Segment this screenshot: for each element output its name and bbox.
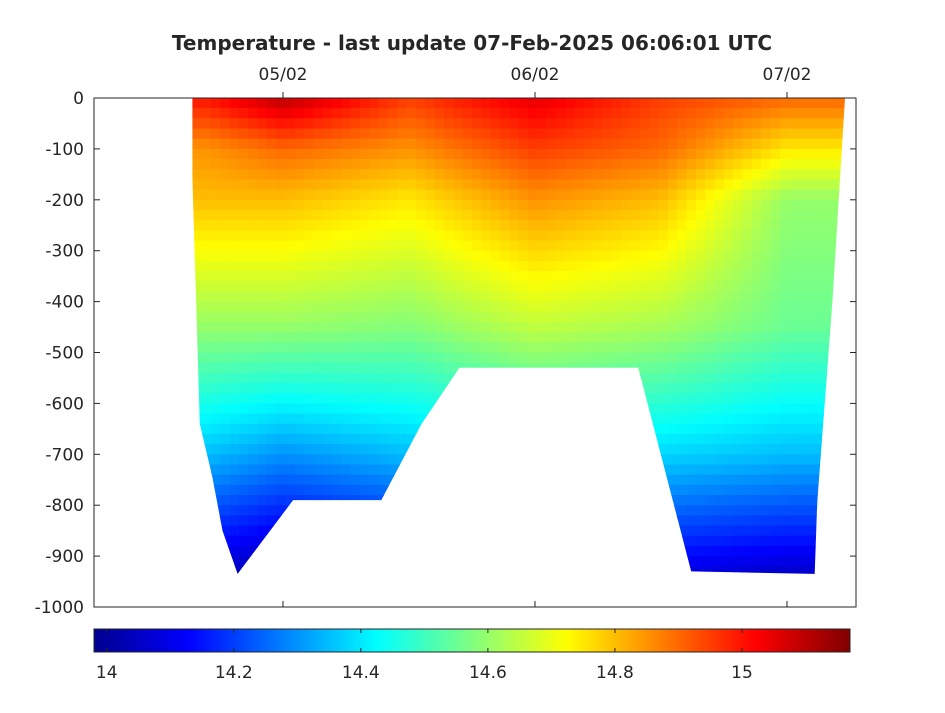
- y-tick-label: 0: [73, 89, 84, 109]
- colorbar-tick-label: 14.4: [342, 663, 380, 683]
- temperature-field: [192, 98, 846, 574]
- x-tick-label: 06/02: [511, 65, 560, 85]
- y-axis: 0 -100 -200 -300 -400 -500 -600 -700 -800 -900 -10…: [35, 89, 856, 618]
- y-tick-label: -400: [45, 293, 84, 313]
- x-axis: 05/02 06/02 07/02: [259, 65, 812, 607]
- colorbar-tick-label: 15: [731, 663, 753, 683]
- plot-area: 0 -100 -200 -300 -400 -500 -600 -700 -800 -900 -10…: [35, 65, 857, 618]
- y-tick-label: -800: [45, 496, 84, 516]
- y-tick-label: -600: [45, 394, 84, 414]
- colorbar: 14 14.2 14.4 14.6 14.8 15: [93, 628, 851, 683]
- x-tick-label: 07/02: [763, 65, 812, 85]
- y-tick-label: -300: [45, 242, 84, 262]
- colorbar-tick-label: 14.2: [215, 663, 253, 683]
- y-tick-label: -100: [45, 140, 84, 160]
- y-tick-label: -200: [45, 191, 84, 211]
- chart-title: Temperature - last update 07-Feb-2025 06…: [172, 31, 772, 55]
- y-tick-label: -1000: [35, 598, 84, 618]
- colorbar-tick-label: 14: [96, 663, 118, 683]
- colorbar-tick-label: 14.8: [596, 663, 634, 683]
- colorbar-ticks: 14 14.2 14.4 14.6 14.8 15: [96, 629, 753, 683]
- colorbar-gradient: [93, 628, 851, 653]
- y-tick-label: -900: [45, 547, 84, 567]
- x-tick-label: 05/02: [259, 65, 308, 85]
- y-tick-label: -500: [45, 344, 84, 364]
- colorbar-tick-label: 14.6: [469, 663, 507, 683]
- y-tick-label: -700: [45, 445, 84, 465]
